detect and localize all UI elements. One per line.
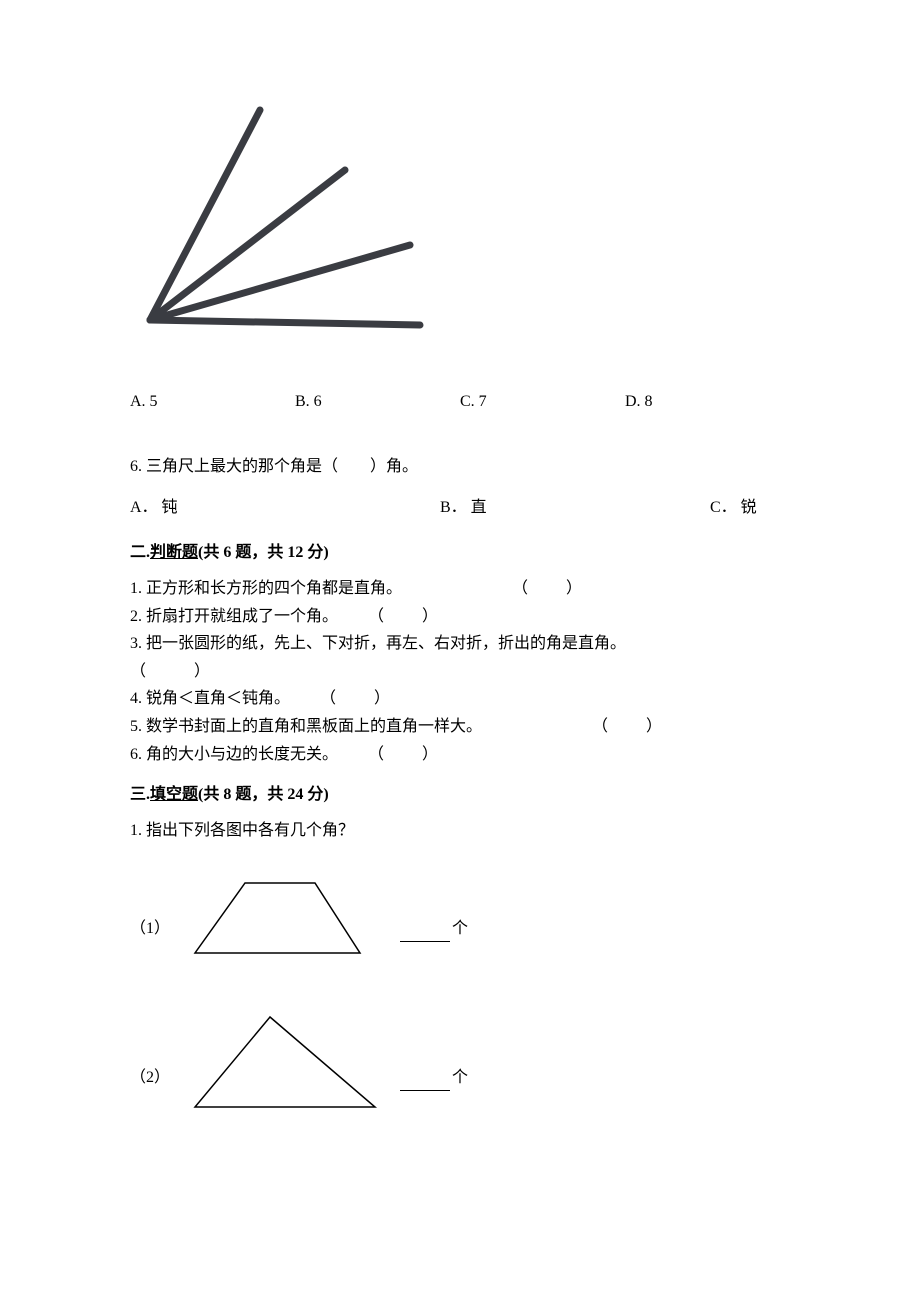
sub-q1: （1） 个 <box>130 873 790 972</box>
judge-item: 4. 锐角＜直角＜钝角。 （ ） <box>130 686 790 712</box>
triangle-figure <box>190 1012 400 1121</box>
sub-q1-label: （1） <box>130 916 190 972</box>
q6-opt-a: A． 钝 <box>130 495 440 521</box>
judge-text: 1. 正方形和长方形的四个角都是直角。 <box>130 576 402 602</box>
judge-text: 2. 折扇打开就组成了一个角。 <box>130 604 338 630</box>
section3-q1-text: 1. 指出下列各图中各有几个角？ <box>130 818 790 844</box>
judge-paren: （ ） <box>130 659 210 685</box>
judge-item: 3. 把一张圆形的纸，先上、下对折，再左、右对折，折出的角是直角。 <box>130 631 790 657</box>
triangle-svg <box>190 1012 385 1112</box>
judge-paren: （ ） <box>512 576 584 602</box>
section2-prefix: 二. <box>130 544 150 561</box>
section3-title: 三.填空题(共 8 题，共 24 分) <box>130 782 790 808</box>
rays-svg <box>130 100 430 340</box>
blank-line-1 <box>400 941 450 942</box>
q6-text: 6. 三角尺上最大的那个角是（ ）角。 <box>130 454 790 480</box>
judge-item: 6. 角的大小与边的长度无关。 （ ） <box>130 742 790 768</box>
judge-paren-row: （ ） <box>130 659 790 685</box>
judge-text: 5. 数学书封面上的直角和黑板面上的直角一样大。 <box>130 714 482 740</box>
judge-paren: （ ） <box>368 604 440 630</box>
section3-prefix: 三. <box>130 786 150 803</box>
sub-q2-suffix: 个 <box>452 1065 468 1091</box>
section2-title: 二.判断题(共 6 题，共 12 分) <box>130 540 790 566</box>
section2-underline: 判断题 <box>150 544 198 561</box>
judge-text: 6. 角的大小与边的长度无关。 <box>130 742 338 768</box>
sub-q1-suffix: 个 <box>452 916 468 942</box>
judge-paren: （ ） <box>320 686 392 712</box>
blank-line-2 <box>400 1090 450 1091</box>
section3-suffix: (共 8 题，共 24 分) <box>198 786 329 803</box>
q5-opt-d: D. 8 <box>625 389 790 415</box>
sub-q2-blank: 个 <box>400 1065 468 1121</box>
q5-opt-c: C. 7 <box>460 389 625 415</box>
sub-q2: （2） 个 <box>130 1012 790 1121</box>
section3-underline: 填空题 <box>150 786 198 803</box>
trapezoid-svg <box>190 873 370 963</box>
section2-suffix: (共 6 题，共 12 分) <box>198 544 329 561</box>
judge-text: 3. 把一张圆形的纸，先上、下对折，再左、右对折，折出的角是直角。 <box>130 631 626 657</box>
q6-options: A． 钝 B． 直 C． 锐 <box>130 495 790 521</box>
judge-item: 2. 折扇打开就组成了一个角。 （ ） <box>130 604 790 630</box>
rays-figure <box>130 100 790 349</box>
q6-opt-c: C． 锐 <box>710 495 757 521</box>
judge-paren: （ ） <box>368 742 440 768</box>
sub-q1-blank: 个 <box>400 916 468 972</box>
judge-item: 5. 数学书封面上的直角和黑板面上的直角一样大。 （ ） <box>130 714 790 740</box>
judge-paren: （ ） <box>592 714 664 740</box>
judge-list: 1. 正方形和长方形的四个角都是直角。（ ）2. 折扇打开就组成了一个角。（ ）… <box>130 576 790 767</box>
sub-q2-label: （2） <box>130 1065 190 1121</box>
judge-text: 4. 锐角＜直角＜钝角。 <box>130 686 290 712</box>
q5-opt-a: A. 5 <box>130 389 295 415</box>
q6-opt-b: B． 直 <box>440 495 710 521</box>
q5-options: A. 5 B. 6 C. 7 D. 8 <box>130 389 790 415</box>
judge-item: 1. 正方形和长方形的四个角都是直角。 （ ） <box>130 576 790 602</box>
q5-opt-b: B. 6 <box>295 389 460 415</box>
trapezoid-figure <box>190 873 400 972</box>
